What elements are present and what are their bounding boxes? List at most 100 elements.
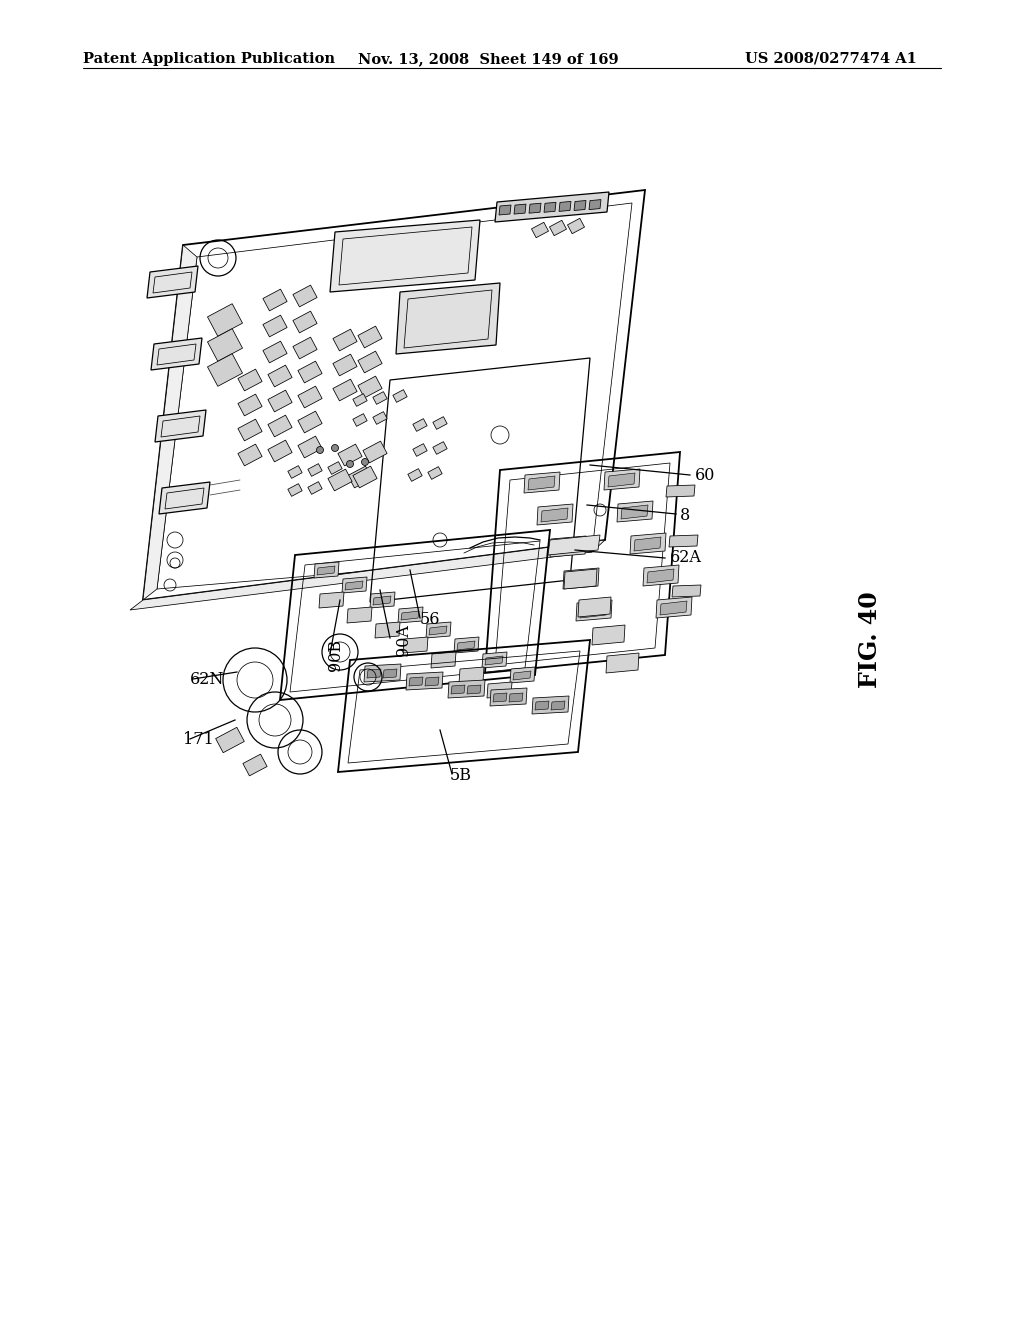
Polygon shape [550, 536, 586, 557]
Polygon shape [433, 417, 447, 429]
Polygon shape [606, 653, 639, 673]
Polygon shape [238, 370, 262, 391]
Polygon shape [454, 638, 479, 653]
Polygon shape [370, 591, 395, 609]
Polygon shape [357, 376, 382, 397]
Polygon shape [357, 351, 382, 372]
Polygon shape [353, 466, 377, 488]
Polygon shape [413, 418, 427, 432]
Polygon shape [333, 354, 357, 376]
Polygon shape [428, 467, 442, 479]
Polygon shape [398, 607, 423, 623]
Polygon shape [528, 477, 555, 490]
Polygon shape [298, 362, 323, 383]
Polygon shape [328, 462, 342, 474]
Polygon shape [666, 484, 695, 498]
Polygon shape [544, 202, 556, 213]
Circle shape [346, 461, 353, 467]
Polygon shape [406, 672, 443, 690]
Polygon shape [426, 622, 451, 638]
Polygon shape [373, 597, 391, 605]
Polygon shape [362, 441, 387, 463]
Polygon shape [208, 354, 243, 387]
Polygon shape [317, 566, 335, 576]
Polygon shape [425, 677, 439, 686]
Polygon shape [457, 642, 475, 649]
Polygon shape [393, 389, 408, 403]
Polygon shape [580, 605, 607, 618]
Polygon shape [238, 395, 262, 416]
Text: 62N: 62N [190, 672, 224, 689]
Polygon shape [333, 379, 357, 401]
Polygon shape [672, 585, 701, 597]
Polygon shape [532, 696, 569, 714]
Polygon shape [333, 329, 357, 351]
Polygon shape [396, 282, 500, 354]
Polygon shape [621, 506, 648, 519]
Text: 8: 8 [680, 507, 690, 524]
Polygon shape [347, 607, 372, 623]
Polygon shape [268, 414, 292, 437]
Polygon shape [403, 638, 428, 653]
Polygon shape [551, 701, 565, 710]
Polygon shape [669, 535, 698, 546]
Polygon shape [531, 222, 549, 238]
Polygon shape [656, 597, 692, 618]
Polygon shape [298, 387, 323, 408]
Text: 171: 171 [183, 731, 214, 748]
Polygon shape [493, 693, 507, 702]
Text: Patent Application Publication: Patent Application Publication [83, 51, 335, 66]
Polygon shape [567, 572, 594, 586]
Polygon shape [559, 202, 571, 211]
Polygon shape [373, 392, 387, 404]
Polygon shape [535, 701, 549, 710]
Polygon shape [238, 420, 262, 441]
Polygon shape [564, 569, 597, 589]
Polygon shape [431, 652, 456, 668]
Circle shape [361, 458, 369, 466]
Polygon shape [375, 622, 400, 638]
Text: 90A: 90A [395, 624, 412, 656]
Polygon shape [495, 191, 609, 222]
Text: Nov. 13, 2008  Sheet 149 of 169: Nov. 13, 2008 Sheet 149 of 169 [358, 51, 618, 66]
Polygon shape [608, 473, 635, 487]
Polygon shape [574, 201, 586, 210]
Polygon shape [467, 685, 481, 694]
Text: FIG. 40: FIG. 40 [858, 591, 882, 688]
Polygon shape [514, 205, 526, 214]
Circle shape [316, 446, 324, 454]
Polygon shape [433, 442, 447, 454]
Polygon shape [216, 727, 245, 752]
Polygon shape [482, 652, 507, 668]
Polygon shape [429, 626, 447, 635]
Polygon shape [548, 535, 600, 554]
Polygon shape [268, 391, 292, 412]
Polygon shape [550, 220, 566, 236]
Polygon shape [143, 246, 197, 601]
Polygon shape [348, 466, 372, 488]
Polygon shape [373, 412, 387, 424]
Polygon shape [567, 218, 585, 234]
Polygon shape [499, 205, 511, 215]
Polygon shape [509, 693, 523, 702]
Polygon shape [643, 565, 679, 586]
Polygon shape [288, 466, 302, 478]
Text: US 2008/0277474 A1: US 2008/0277474 A1 [745, 51, 916, 66]
Polygon shape [130, 540, 605, 610]
Polygon shape [617, 502, 653, 521]
Polygon shape [578, 597, 611, 616]
Polygon shape [634, 537, 662, 550]
Polygon shape [208, 329, 243, 362]
Polygon shape [541, 508, 568, 521]
Polygon shape [330, 220, 480, 292]
Polygon shape [529, 203, 541, 214]
Polygon shape [353, 393, 368, 407]
Polygon shape [288, 483, 302, 496]
Polygon shape [364, 664, 401, 682]
Polygon shape [383, 669, 397, 678]
Polygon shape [328, 469, 352, 491]
Polygon shape [554, 540, 581, 554]
Polygon shape [293, 337, 317, 359]
Polygon shape [293, 312, 317, 333]
Polygon shape [155, 411, 206, 442]
